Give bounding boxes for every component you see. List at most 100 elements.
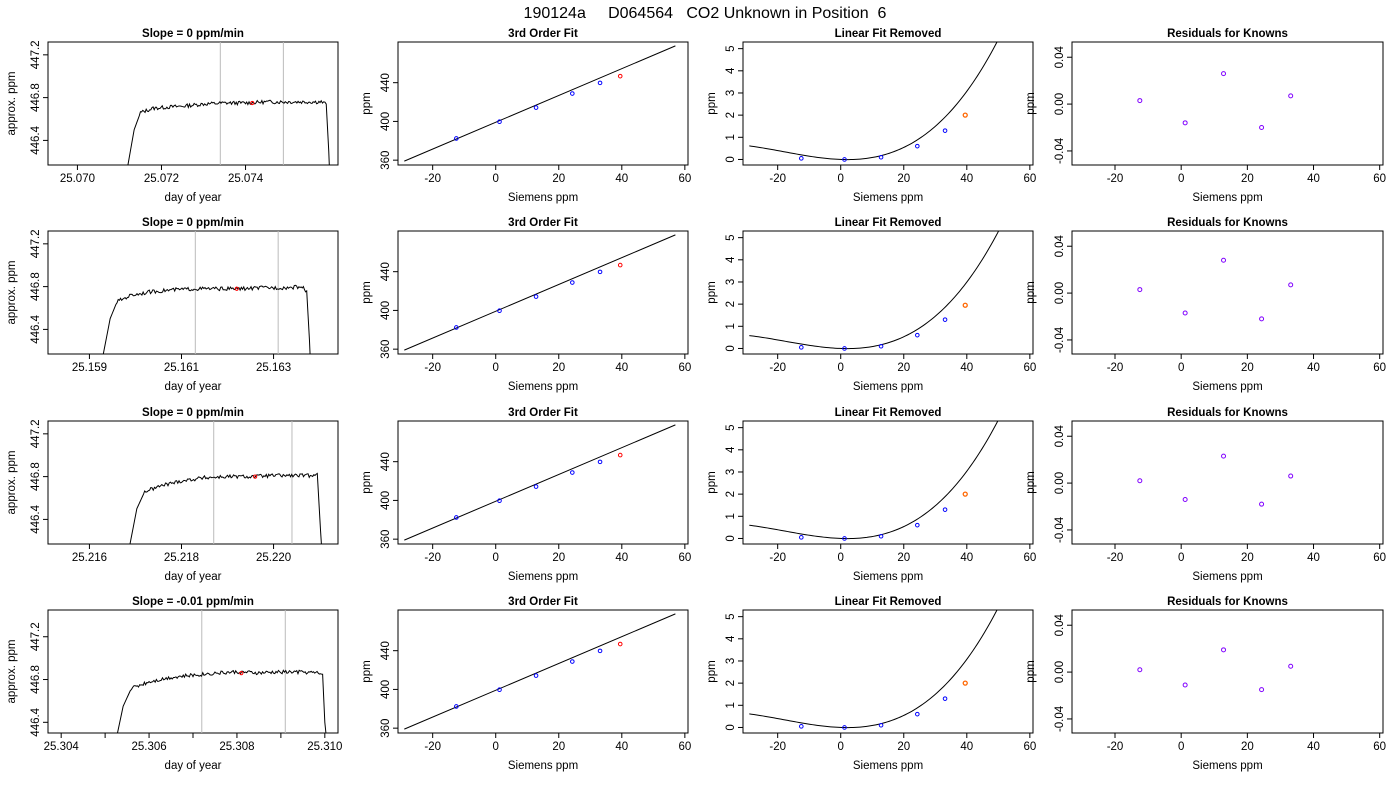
x-tick-label: 60 <box>1023 552 1036 564</box>
panel-r1-fit: 3rd Order Fit -20 0 20 40 60 360 400 440 Siemens … <box>361 28 691 204</box>
residual-point <box>1288 663 1294 669</box>
y-tick-label: 0.00 <box>1054 661 1066 683</box>
plot-frame <box>47 420 339 545</box>
plot-area <box>1137 453 1294 507</box>
y-axis-label: ppm <box>1025 281 1037 303</box>
known-point <box>454 515 459 520</box>
residual-point <box>1137 478 1143 484</box>
y-tick-label: 0.04 <box>1054 613 1066 636</box>
y-tick-label: 440 <box>380 641 392 660</box>
panel-r4-fit: 3rd Order Fit -20 0 20 40 60 360 400 440 Siemens … <box>361 596 691 772</box>
y-axis-label: ppm <box>706 92 718 114</box>
x-tick-label: -20 <box>769 552 786 564</box>
y-axis-label: ppm <box>361 471 373 493</box>
plot-area <box>404 424 676 541</box>
y-tick-label: 400 <box>380 491 392 510</box>
x-tick-label: 25.310 <box>307 741 342 753</box>
y-tick-label: 447.2 <box>30 229 42 258</box>
known-point <box>915 522 920 528</box>
x-tick-label: 60 <box>1023 173 1036 185</box>
x-tick-label: 25.216 <box>72 552 107 564</box>
panel-title: Linear Fit Removed <box>835 28 942 40</box>
panel-title: Slope = 0 ppm/min <box>142 28 244 40</box>
data-trace <box>127 99 330 165</box>
known-point <box>799 724 804 729</box>
residual-point <box>1288 282 1294 288</box>
x-axis-label: day of year <box>165 571 222 583</box>
x-tick-label: 0 <box>1178 173 1184 185</box>
curve-line <box>749 42 998 161</box>
y-tick-label: 5 <box>725 613 737 619</box>
x-axis-label: Siemens ppm <box>1192 192 1262 204</box>
plot-area <box>1137 257 1294 322</box>
y-tick-label: 3 <box>725 279 737 285</box>
x-tick-label: 25.304 <box>44 741 80 753</box>
y-tick-label: 3 <box>725 469 737 475</box>
residual-point <box>1137 98 1143 104</box>
known-point <box>533 484 539 489</box>
y-tick-label: 0 <box>725 535 737 541</box>
x-axis-label: day of year <box>165 192 222 204</box>
y-tick-label: 5 <box>725 45 737 51</box>
y-tick-label: 447.2 <box>30 622 42 651</box>
y-tick-label: 400 <box>380 680 392 699</box>
known-point <box>597 80 603 86</box>
y-tick-label: 400 <box>380 301 392 320</box>
unknown-point <box>253 474 258 479</box>
y-tick-label: 0.00 <box>1054 282 1066 304</box>
y-tick-label: 0 <box>725 345 737 351</box>
x-tick-label: 40 <box>615 552 628 564</box>
residual-point <box>1259 316 1265 322</box>
x-tick-label: 20 <box>1241 362 1254 374</box>
x-tick-label: -20 <box>769 173 786 185</box>
residual-point <box>1137 667 1143 673</box>
unknown-point <box>617 641 623 647</box>
known-point <box>497 498 502 504</box>
x-tick-label: 20 <box>1241 741 1254 753</box>
residual-point <box>1259 687 1265 693</box>
known-point <box>570 91 575 96</box>
known-point <box>942 317 948 322</box>
known-point <box>570 280 575 285</box>
x-tick-label: 40 <box>1307 552 1320 564</box>
known-point <box>597 269 603 275</box>
x-tick-label: 40 <box>1307 173 1320 185</box>
panel-title: 3rd Order Fit <box>508 407 578 419</box>
x-tick-label: -20 <box>1107 362 1124 374</box>
known-point <box>799 535 804 540</box>
y-tick-label: 440 <box>380 452 392 471</box>
y-tick-label: 360 <box>380 151 392 170</box>
unknown-point <box>962 302 968 308</box>
x-tick-label: 40 <box>960 741 973 753</box>
panel-r1-linear_removed: Linear Fit Removed -20 0 20 40 60 0 1 2 3 4 5 Siemen… <box>706 28 1036 204</box>
panel-r4-residuals: Residuals for Knowns -20 0 20 40 60 -0.04 0.00 0… <box>1025 596 1386 772</box>
residual-point <box>1221 71 1227 77</box>
x-axis-label: Siemens ppm <box>853 381 923 393</box>
residual-point <box>1221 257 1227 263</box>
x-tick-label: 25.163 <box>256 362 291 374</box>
x-tick-label: 20 <box>552 173 565 185</box>
unknown-point <box>239 671 244 676</box>
known-point <box>799 156 804 161</box>
y-tick-label: 360 <box>380 719 392 738</box>
unknown-point <box>617 262 623 268</box>
panel-r2-linear_removed: Linear Fit Removed -20 0 20 40 60 0 1 2 3 4 5 Siemen… <box>706 217 1036 393</box>
y-tick-label: 0 <box>725 156 737 162</box>
plot-area <box>116 610 327 733</box>
plot-frame <box>742 609 1034 734</box>
y-tick-label: 1 <box>725 134 737 140</box>
x-tick-label: 60 <box>1373 362 1386 374</box>
plot-area <box>129 421 322 544</box>
x-tick-label: -20 <box>1107 173 1124 185</box>
page-title: 190124a D064564 CO2 Unknown in Position … <box>524 5 887 22</box>
plot-area <box>102 231 311 354</box>
plot-area <box>749 42 998 162</box>
known-point <box>454 325 459 330</box>
x-tick-label: 0 <box>838 741 844 753</box>
x-tick-label: 25.218 <box>164 552 199 564</box>
unknown-point <box>250 100 255 106</box>
x-axis-label: Siemens ppm <box>853 760 923 772</box>
x-axis-label: Siemens ppm <box>1192 760 1262 772</box>
panel-r4-linear_removed: Linear Fit Removed -20 0 20 40 60 0 1 2 3 4 5 Siemen… <box>706 596 1036 772</box>
y-tick-label: -0.04 <box>1054 137 1066 164</box>
